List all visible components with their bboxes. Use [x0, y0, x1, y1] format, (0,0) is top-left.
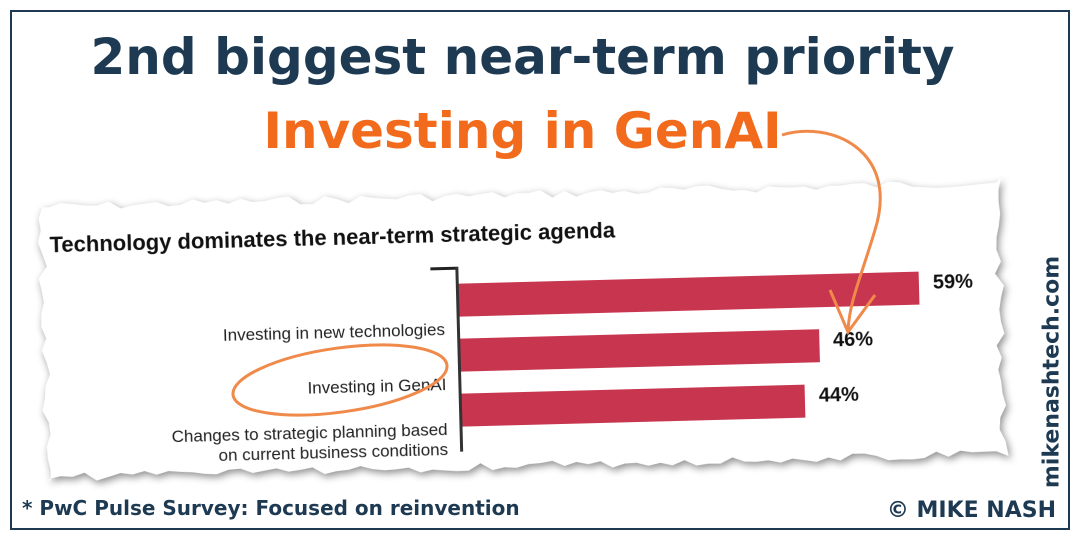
frame [10, 10, 1070, 530]
subheadline: Investing in GenAI [263, 102, 782, 160]
credit: © MIKE NASH [886, 498, 1056, 523]
website: mikenashtech.com [1039, 255, 1065, 489]
arrow [781, 129, 882, 331]
source-note: * PwC Pulse Survey: Focused on reinventi… [22, 496, 520, 520]
highlight-circle [231, 343, 449, 417]
headline: 2nd biggest near-term priority [90, 28, 955, 86]
arrow-head [828, 289, 877, 336]
